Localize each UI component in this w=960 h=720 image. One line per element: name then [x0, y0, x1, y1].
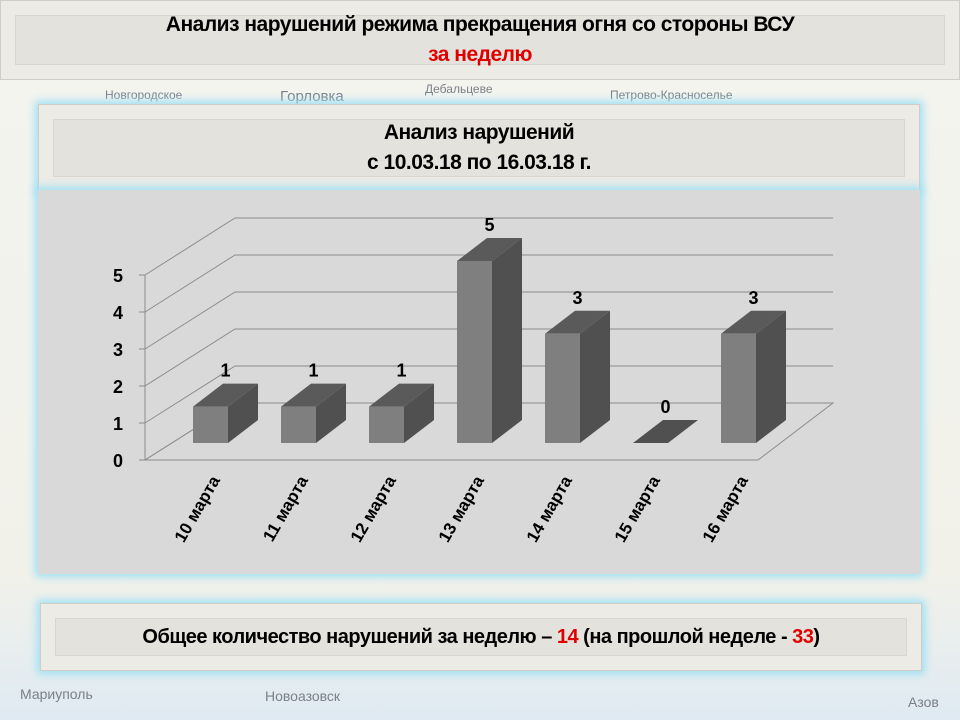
y-tick-label: 3 [113, 340, 123, 360]
bar [545, 333, 580, 443]
gridline [144, 365, 833, 424]
map-label: Горловка [280, 88, 344, 105]
bar-side [492, 238, 522, 443]
bar-top [281, 383, 346, 407]
bar-top [721, 310, 786, 334]
summary-panel: Общее количество нарушений за неделю – 1… [40, 603, 922, 671]
x-tick-label: 10 марта [171, 472, 224, 546]
page-subtitle: за неделю [428, 43, 532, 66]
bar-side [580, 310, 610, 443]
bar-top [193, 383, 258, 407]
bar [369, 406, 404, 443]
y-tick-label: 0 [113, 451, 123, 471]
map-label: Мариуполь [20, 686, 93, 702]
plot: 0 1 2 3 4 5 1 10 марта 1 11 марта 1 12 марта 5 13 мар… [113, 215, 835, 546]
map-label: Азов [908, 694, 939, 710]
summary-text: Общее количество нарушений за неделю – [142, 625, 557, 648]
data-label: 5 [484, 215, 494, 235]
chart-area: 0 1 2 3 4 5 1 10 марта 1 11 марта 1 12 марта 5 13 мар… [38, 190, 920, 574]
bar [721, 333, 756, 443]
y-tick-label: 5 [113, 266, 123, 286]
y-tick-label: 1 [113, 414, 123, 434]
page-title: Анализ нарушений режима прекращения огня… [165, 13, 795, 36]
data-label: 1 [396, 361, 406, 381]
bar-top [369, 383, 434, 407]
map-label: Новоазовск [265, 688, 341, 704]
data-label: 3 [748, 288, 758, 308]
data-label: 1 [308, 361, 318, 381]
x-tick-label: 15 марта [611, 472, 664, 546]
gridline [144, 254, 833, 313]
bar [193, 406, 228, 443]
y-tick-label: 2 [113, 377, 123, 397]
current-week-count: 14 [556, 625, 579, 648]
gridline [144, 291, 833, 350]
header-panel: Анализ нарушений режима прекращения огня… [0, 0, 960, 80]
bar-side [228, 383, 258, 443]
bar-side [404, 383, 434, 443]
gridline [144, 328, 833, 387]
summary-text-middle: (на прошлой неделе - [578, 625, 793, 648]
chart-title: Анализ нарушений [383, 121, 575, 144]
chart-period: с 10.03.18 по 16.03.18 г. [367, 151, 592, 174]
bar-side [756, 310, 786, 443]
map-label: Новгородское [105, 88, 183, 102]
data-label: 1 [220, 361, 230, 381]
x-tick-label: 16 марта [699, 472, 752, 546]
bar [457, 261, 492, 443]
gridline [144, 217, 833, 276]
bar-side [316, 383, 346, 443]
x-tick-label: 14 марта [523, 472, 576, 546]
bar-zero [633, 420, 698, 443]
x-tick-label: 13 марта [435, 472, 488, 546]
summary-text-end: ) [813, 625, 820, 648]
bar-chart: 0 1 2 3 4 5 1 10 марта 1 11 марта 1 12 марта 5 13 мар… [113, 215, 835, 546]
data-label: 0 [660, 397, 670, 417]
data-label: 3 [572, 288, 582, 308]
bar [281, 406, 316, 443]
y-tick-label: 4 [113, 303, 123, 323]
bar-top [545, 310, 610, 334]
map-label: Дебальцеве [425, 82, 493, 96]
chart-header-panel: Анализ нарушений с 10.03.18 по 16.03.18 … [38, 104, 920, 192]
previous-week-count: 33 [792, 625, 814, 648]
x-tick-label: 12 марта [347, 472, 400, 546]
map-label: Петрово-Красноселье [610, 88, 733, 102]
x-tick-label: 11 марта [259, 472, 312, 545]
bar-top [457, 238, 522, 261]
